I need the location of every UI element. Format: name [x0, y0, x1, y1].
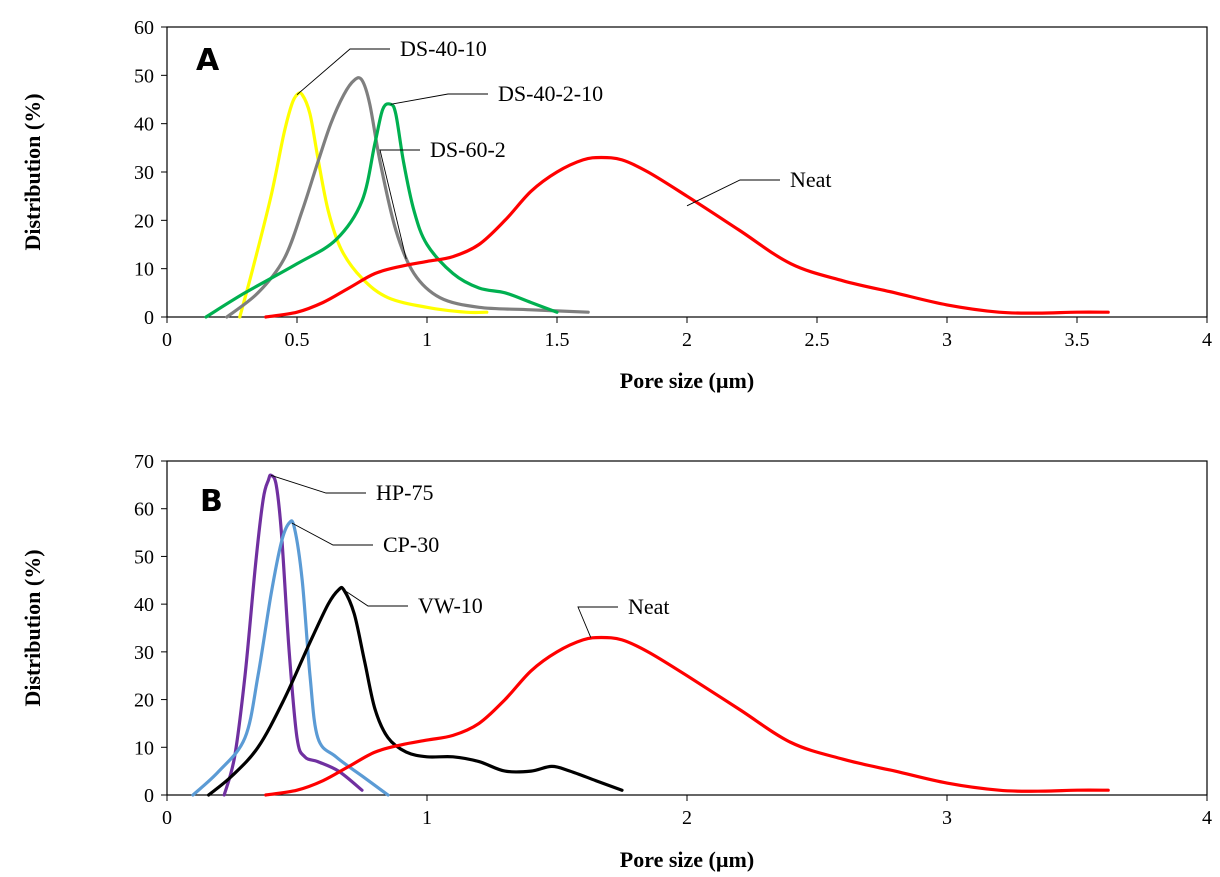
series-line-neat	[264, 155, 1110, 319]
y-tick-label: 60	[134, 17, 154, 39]
annotation-leader-line	[296, 48, 390, 96]
annotation-leader-line	[270, 474, 366, 494]
y-tick-label: 0	[144, 785, 154, 807]
y-tick-label: 40	[134, 114, 154, 136]
series-line-ds-60-2	[225, 76, 590, 319]
x-tick-label: 2.5	[805, 329, 830, 351]
x-tick-label: 0.5	[285, 329, 310, 351]
series-line-vw-10	[207, 585, 624, 797]
y-axis-label: Distribution (%)	[20, 549, 45, 706]
y-tick-label: 70	[134, 451, 154, 473]
y-tick-label: 0	[144, 307, 154, 329]
series-line-ds-40-2-10	[204, 102, 559, 319]
y-tick-label: 40	[134, 594, 154, 616]
annotation-label: VW-10	[418, 593, 483, 618]
panel-label: B	[200, 484, 223, 519]
annotation-leader-line	[390, 93, 488, 105]
annotation-label: Neat	[790, 167, 832, 192]
annotation-leader-line	[379, 149, 420, 260]
series-line-cp-30	[191, 519, 390, 797]
y-tick-label: 60	[134, 499, 154, 521]
x-tick-label: 1.5	[545, 329, 570, 351]
annotation-leader-line	[577, 606, 618, 638]
annotation-label: DS-60-2	[430, 137, 506, 162]
panel-label: A	[196, 43, 220, 78]
series-line-neat	[264, 635, 1110, 797]
x-axis-label: Pore size (µm)	[620, 847, 754, 872]
x-tick-label: 2	[682, 807, 692, 829]
y-tick-label: 30	[134, 162, 154, 184]
x-tick-label: 1	[422, 329, 432, 351]
x-tick-label: 3	[942, 329, 952, 351]
annotation-leader-line	[291, 522, 373, 546]
x-tick-label: 3.5	[1065, 329, 1090, 351]
y-tick-label: 10	[134, 259, 154, 281]
annotation-label: HP-75	[376, 480, 433, 505]
y-tick-label: 30	[134, 642, 154, 664]
y-tick-label: 50	[134, 65, 154, 87]
series-line-ds-40-10	[238, 91, 489, 319]
y-tick-label: 50	[134, 546, 154, 568]
y-axis-label: Distribution (%)	[20, 93, 45, 250]
annotation-leader-line	[686, 179, 780, 207]
x-tick-label: 4	[1202, 329, 1212, 351]
x-tick-label: 2	[682, 329, 692, 351]
annotation-label: DS-40-10	[400, 36, 487, 61]
series-line-hp-75	[222, 473, 364, 797]
x-tick-label: 0	[162, 329, 172, 351]
annotation-label: DS-40-2-10	[498, 81, 603, 106]
x-tick-label: 1	[422, 807, 432, 829]
y-tick-label: 20	[134, 690, 154, 712]
y-tick-label: 10	[134, 737, 154, 759]
plot-area-frame	[166, 26, 1208, 318]
x-axis-label: Pore size (µm)	[620, 368, 754, 393]
x-tick-label: 4	[1202, 807, 1212, 829]
annotation-label: CP-30	[383, 532, 439, 557]
x-tick-label: 0	[162, 807, 172, 829]
plot-area-frame	[166, 460, 1208, 796]
x-tick-label: 3	[942, 807, 952, 829]
y-tick-label: 20	[134, 210, 154, 232]
annotation-label: Neat	[628, 594, 670, 619]
annotation-leader-line	[343, 589, 408, 607]
